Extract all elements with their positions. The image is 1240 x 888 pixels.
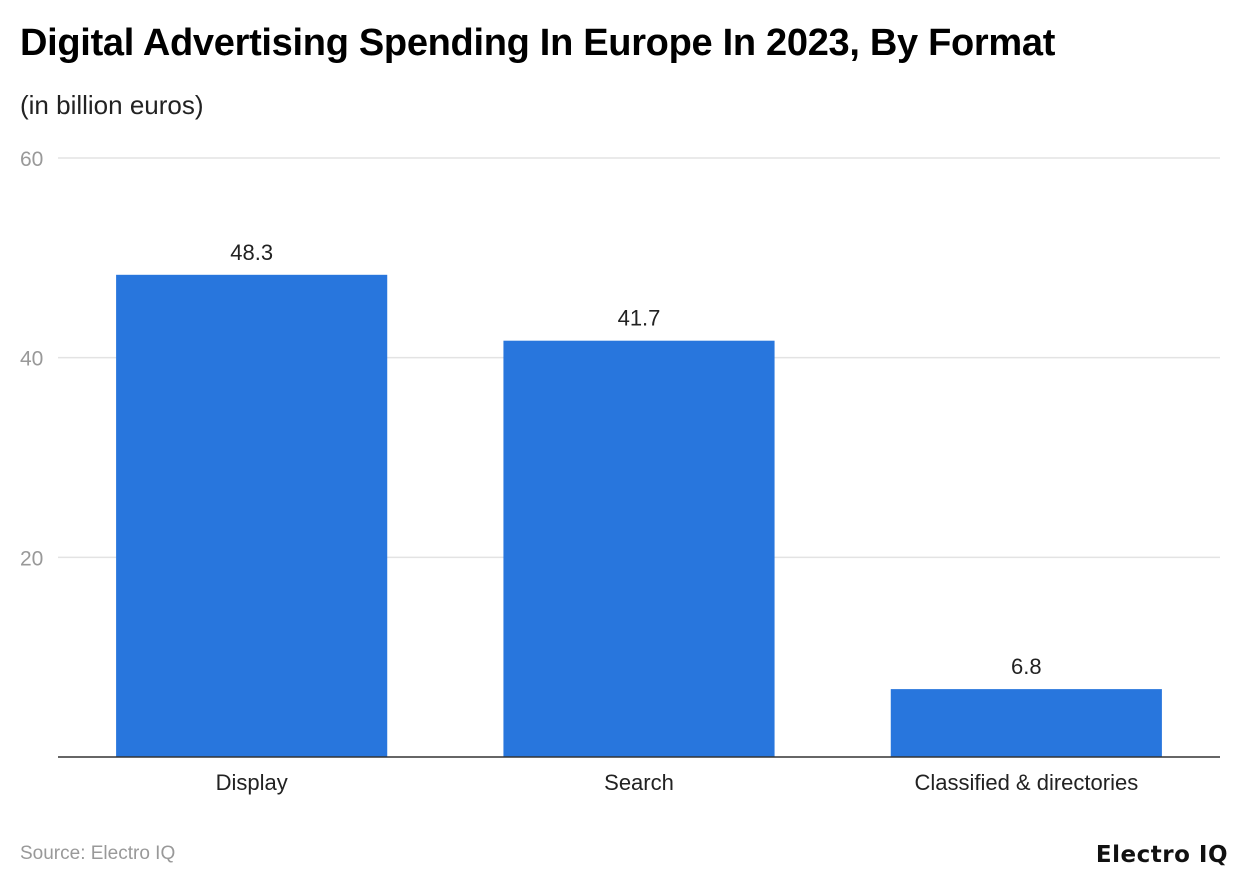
data-label: 48.3 [230,240,273,265]
chart-title: Digital Advertising Spending In Europe I… [20,22,1056,64]
data-label: 41.7 [618,306,661,331]
x-tick-label: Display [216,770,288,795]
bar [116,274,388,757]
y-tick-label: 60 [20,148,43,171]
x-tick-label: Classified & directories [914,770,1138,795]
electro-iq-logo: Electro IQ [1095,842,1228,868]
y-tick-label: 40 [20,348,43,371]
source-note: Source: Electro IQ [20,843,176,864]
data-label: 6.8 [1011,654,1042,679]
y-tick-label: 20 [20,547,43,570]
chart-subtitle: (in billion euros) [20,90,204,120]
bar [503,340,775,757]
x-tick-label: Search [604,770,674,795]
bar [890,689,1162,757]
